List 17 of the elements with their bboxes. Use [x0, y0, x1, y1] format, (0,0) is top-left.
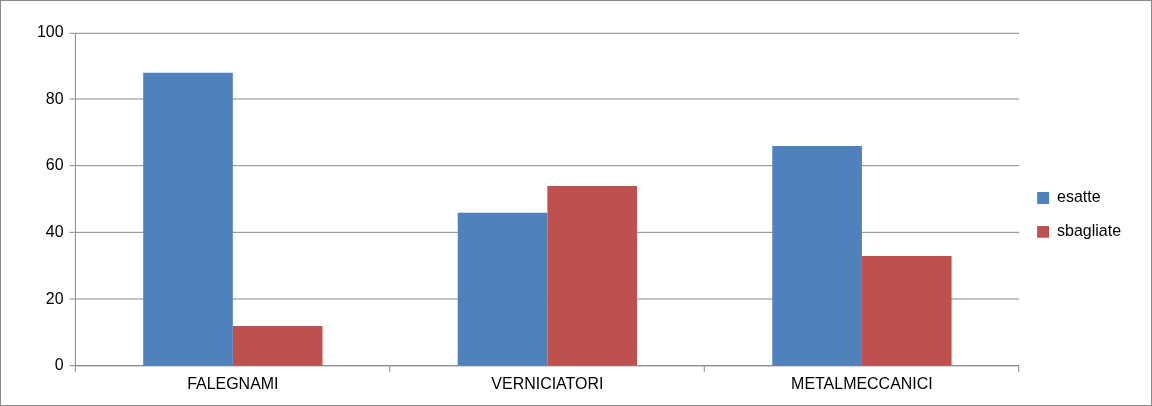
bar — [143, 72, 233, 366]
y-tick-label: 80 — [45, 89, 64, 107]
y-tick-label: 100 — [36, 23, 64, 41]
y-tick-label: 0 — [54, 356, 64, 374]
bar — [457, 212, 548, 366]
bar — [861, 256, 952, 366]
bar — [232, 326, 323, 366]
legend-label: esatte — [1057, 188, 1101, 206]
legend-label: sbagliate — [1057, 222, 1122, 240]
y-tick-label: 20 — [45, 289, 64, 307]
bar — [772, 146, 862, 366]
bar — [547, 186, 638, 366]
y-tick-label: 60 — [45, 156, 64, 174]
y-tick-label: 40 — [45, 223, 64, 241]
x-tick-label: METALMECCANICI — [791, 374, 933, 392]
x-tick-label: FALEGNAMI — [187, 374, 279, 392]
x-tick-label: VERNICIATORI — [491, 374, 604, 392]
